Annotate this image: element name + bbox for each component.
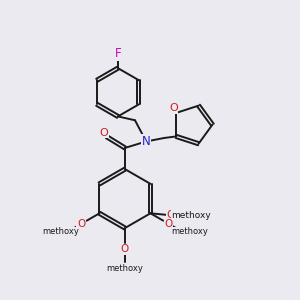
Text: O: O — [121, 244, 129, 254]
Text: O: O — [77, 219, 85, 229]
Text: O: O — [167, 210, 175, 220]
Text: O: O — [165, 219, 173, 229]
Text: F: F — [115, 47, 121, 60]
Text: methoxy: methoxy — [172, 211, 211, 220]
Text: methoxy: methoxy — [106, 265, 143, 274]
Text: N: N — [142, 135, 151, 148]
Text: O: O — [99, 128, 108, 138]
Text: methoxy: methoxy — [171, 227, 208, 236]
Text: O: O — [169, 103, 178, 113]
Text: methoxy: methoxy — [42, 227, 79, 236]
